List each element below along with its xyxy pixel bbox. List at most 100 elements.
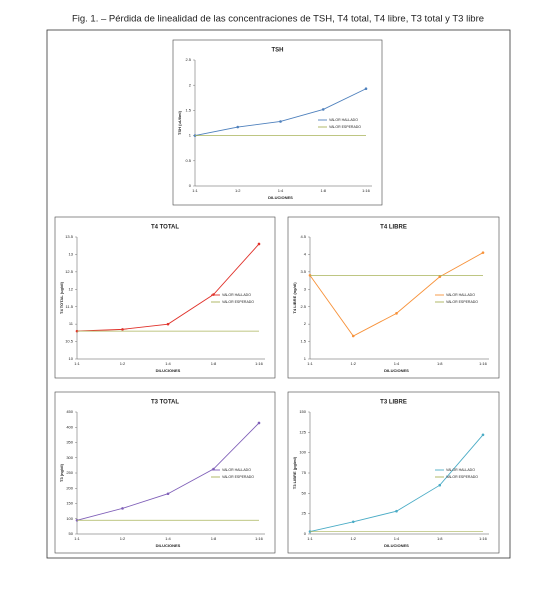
x-tick-label: 1:1: [307, 361, 313, 366]
y-tick-label: 75: [302, 470, 307, 475]
x-tick-label: 1:4: [394, 536, 400, 541]
x-tick-label: 1:16: [479, 536, 488, 541]
y-tick-label: 200: [66, 485, 73, 490]
x-tick-label: 1:2: [350, 361, 356, 366]
y-tick-label: 0.5: [185, 158, 191, 163]
y-tick-label: 13.5: [65, 234, 74, 239]
chart-panel: [54, 216, 276, 379]
legend-label: VALOR HALLADO: [222, 468, 251, 472]
x-axis-label: DILUCIONES: [384, 543, 409, 548]
y-tick-label: 400: [66, 424, 73, 429]
data-point: [121, 328, 124, 331]
y-tick-label: 1.5: [185, 107, 191, 112]
chart-panel: [172, 39, 383, 206]
data-point: [481, 433, 485, 437]
y-tick-label: 50: [69, 531, 74, 536]
chart-panel: [54, 391, 276, 554]
y-tick-label: 100: [66, 516, 73, 521]
y-tick-label: 13: [69, 251, 74, 256]
y-axis-label: T4 TOTAL (ug/dl): [59, 281, 64, 314]
legend-label: VALOR HALLADO: [329, 118, 358, 122]
y-tick-label: 250: [66, 470, 73, 475]
y-tick-label: 4: [304, 251, 307, 256]
data-point: [121, 507, 124, 510]
legend-label: VALOR HALLADO: [446, 468, 475, 472]
x-tick-label: 1:16: [479, 361, 488, 366]
y-tick-label: 1.5: [300, 339, 306, 344]
x-tick-label: 1:8: [437, 361, 443, 366]
data-point: [257, 242, 261, 246]
y-axis-label: T3 LIBRE (pg/ml): [292, 456, 297, 489]
data-point: [279, 120, 282, 123]
data-point: [257, 421, 261, 425]
y-tick-label: 300: [66, 455, 73, 460]
chart-title: TSH: [272, 48, 284, 54]
y-tick-label: 10: [69, 356, 74, 361]
chart-panel: [287, 391, 500, 554]
legend-label: VALOR ESPERADO: [446, 300, 478, 304]
legend-label: VALOR ESPERADO: [446, 475, 478, 479]
x-axis-label: DILUCIONES: [384, 368, 409, 373]
y-tick-label: 450: [66, 409, 73, 414]
y-tick-label: 350: [66, 440, 73, 445]
y-tick-label: 3: [304, 286, 307, 291]
y-tick-label: 1: [304, 356, 307, 361]
y-tick-label: 2.5: [300, 304, 306, 309]
legend-label: VALOR ESPERADO: [329, 125, 361, 129]
legend-label: VALOR HALLADO: [222, 293, 251, 297]
legend-label: VALOR ESPERADO: [222, 475, 254, 479]
y-axis-label: T4 LIBRE (ng/dl): [292, 282, 297, 314]
chart-title: T3 TOTAL: [151, 400, 179, 406]
chart-panel: [287, 216, 500, 379]
x-tick-label: 1:8: [320, 188, 326, 193]
y-tick-label: 25: [302, 511, 307, 516]
data-point: [236, 125, 240, 129]
y-tick-label: 150: [299, 409, 306, 414]
data-point: [166, 492, 170, 496]
x-tick-label: 1:8: [211, 361, 217, 366]
x-tick-label: 1:8: [437, 536, 443, 541]
y-tick-label: 0: [304, 531, 307, 536]
y-tick-label: 11.5: [66, 304, 74, 309]
data-point: [351, 520, 355, 524]
y-tick-label: 2.5: [185, 57, 191, 62]
legend-label: VALOR HALLADO: [446, 293, 475, 297]
data-point: [395, 312, 398, 315]
y-tick-label: 2: [189, 82, 192, 87]
data-point: [364, 87, 368, 91]
x-tick-label: 1:1: [307, 536, 313, 541]
y-tick-label: 1: [189, 133, 192, 138]
figure-frame: [46, 29, 511, 559]
x-tick-label: 1:4: [394, 361, 400, 366]
x-tick-label: 1:4: [278, 188, 284, 193]
x-tick-label: 1:2: [120, 536, 126, 541]
y-tick-label: 12.5: [65, 269, 74, 274]
x-tick-label: 1:16: [362, 188, 371, 193]
legend-label: VALOR ESPERADO: [222, 300, 254, 304]
data-point: [481, 251, 485, 254]
x-tick-label: 1:1: [74, 536, 80, 541]
y-tick-label: 125: [299, 429, 306, 434]
chart-title: T4 TOTAL: [151, 225, 179, 231]
chart-title: T3 LIBRE: [380, 400, 407, 406]
x-axis-label: DILUCIONES: [156, 543, 181, 548]
y-tick-label: 10.5: [65, 339, 74, 344]
x-tick-label: 1:2: [120, 361, 126, 366]
y-tick-label: 3.5: [300, 269, 306, 274]
y-tick-label: 100: [299, 450, 306, 455]
x-tick-label: 1:2: [350, 536, 356, 541]
x-tick-label: 1:1: [192, 188, 198, 193]
x-tick-label: 1:1: [74, 361, 80, 366]
y-axis-label: T3 (ng/dl): [59, 463, 64, 482]
y-tick-label: 50: [302, 490, 307, 495]
y-axis-label: TSH (uUI/ml): [177, 110, 182, 135]
x-axis-label: DILUCIONES: [268, 195, 293, 200]
y-tick-label: 11: [69, 321, 74, 326]
x-axis-label: DILUCIONES: [156, 368, 181, 373]
data-point: [321, 108, 325, 111]
x-tick-label: 1:4: [165, 536, 171, 541]
chart-title: T4 LIBRE: [380, 225, 407, 231]
y-tick-label: 4.5: [300, 234, 306, 239]
x-tick-label: 1:16: [255, 361, 264, 366]
